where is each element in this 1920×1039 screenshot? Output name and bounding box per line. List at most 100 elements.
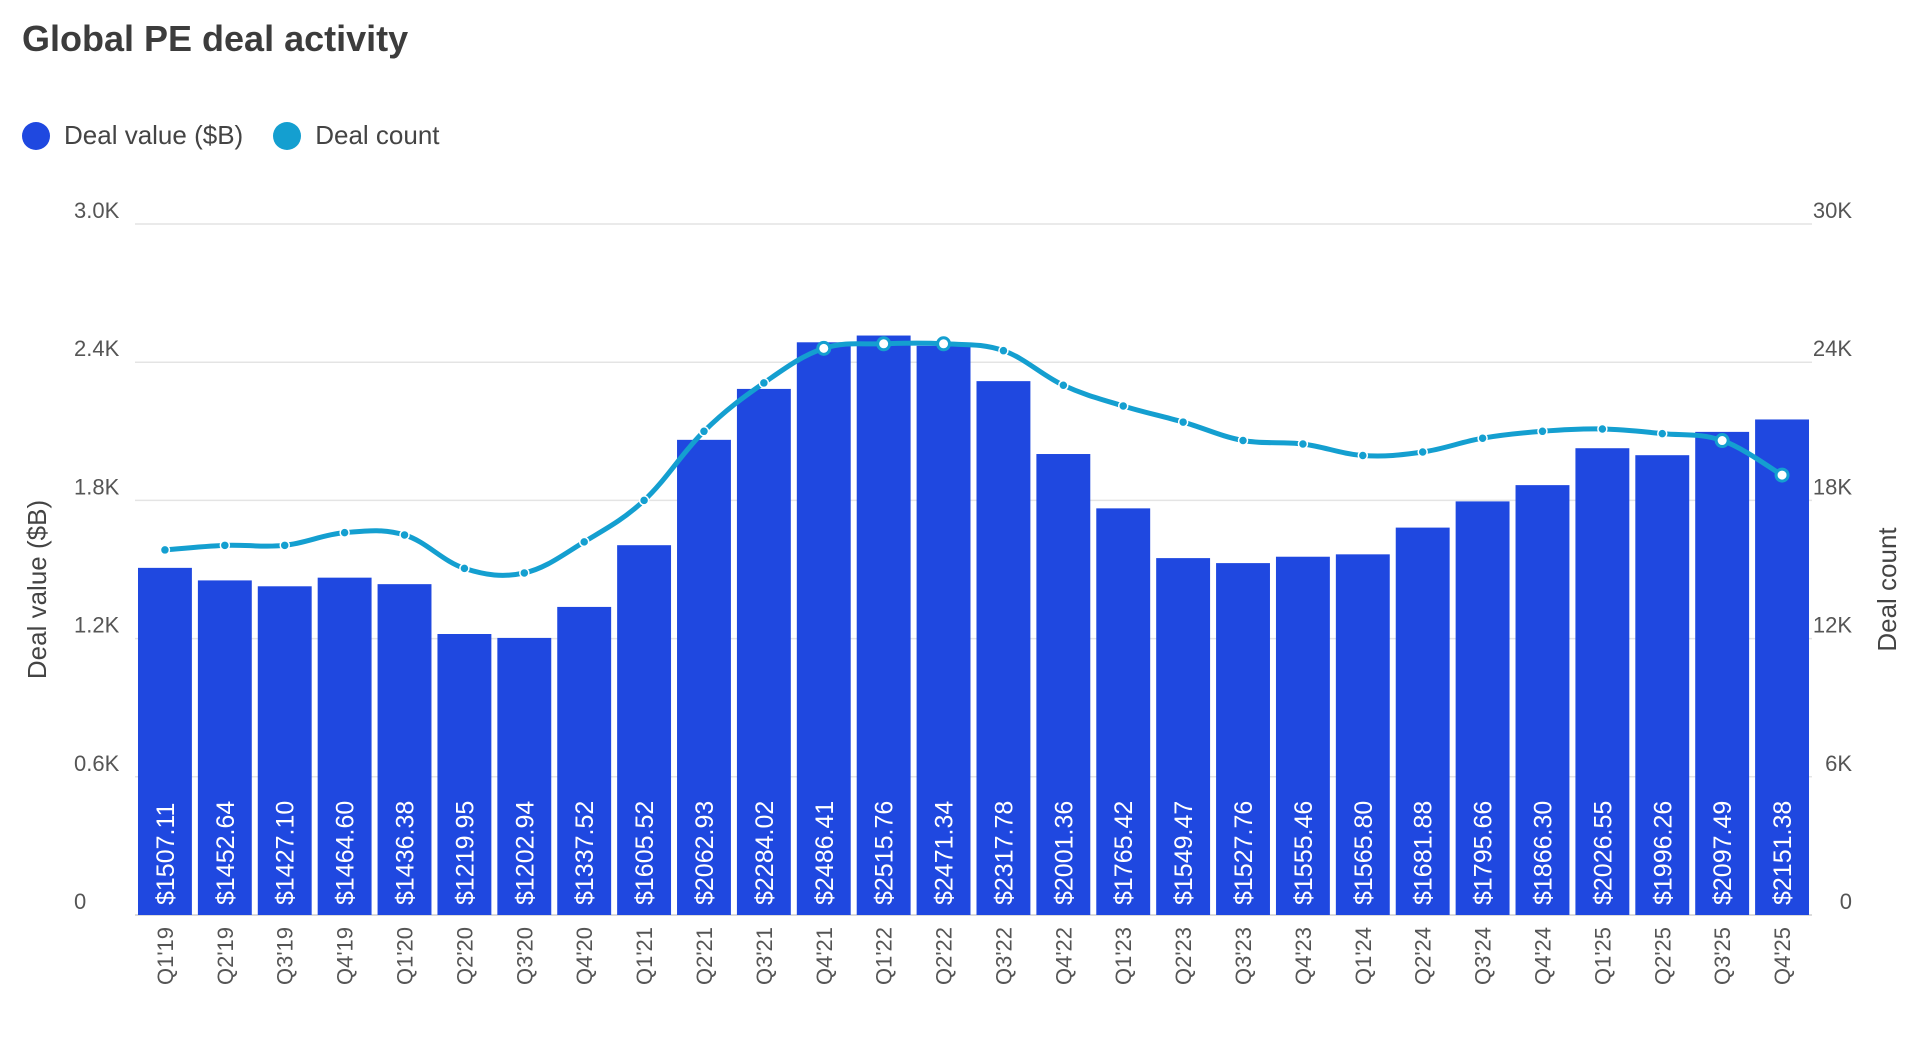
bar-value-label: $1219.95 [451, 801, 479, 905]
x-tick-label: Q3'20 [512, 927, 537, 985]
bar-Q2'21 [677, 439, 731, 915]
bar-Q4'22 [1036, 454, 1091, 915]
bar-value-label: $1795.66 [1470, 801, 1498, 905]
y-tick-label: 1.2K [74, 613, 120, 638]
bar-Q2'24 [1395, 527, 1450, 915]
x-tick-label: Q2'25 [1650, 927, 1675, 985]
bar-value-label: $1427.10 [272, 801, 300, 905]
legend-marker-deal-value [22, 121, 50, 150]
deal-count-point-Q1'23 [1117, 400, 1129, 412]
bar-value-label: $1507.11 [152, 803, 180, 905]
legend-item-deal-count[interactable]: Deal count [273, 120, 440, 151]
x-tick-label: Q1'19 [153, 927, 178, 985]
bar-Q1'20 [377, 584, 432, 915]
bar-Q3'25 [1695, 431, 1750, 915]
bar-Q1'25 [1575, 448, 1630, 915]
y-tick-label: 0.6K [74, 751, 120, 776]
deal-count-point-Q4'19 [339, 527, 350, 538]
bar-value-label: $2062.93 [691, 801, 719, 905]
bar-value-label: $2486.41 [811, 801, 839, 905]
bar-Q3'21 [736, 388, 791, 915]
bar-Q4'19 [317, 577, 372, 915]
bar-Q2'23 [1156, 558, 1211, 915]
deal-count-point-Q1'20 [399, 529, 410, 541]
deal-count-point-Q1'24 [1357, 450, 1369, 461]
chart-title: Global PE deal activity [22, 18, 409, 59]
bar-Q2'22 [916, 345, 971, 915]
deal-count-point-Q3'24 [1477, 432, 1488, 444]
x-tick-label: Q1'20 [393, 927, 418, 985]
bar-value-label: $1605.52 [631, 801, 659, 905]
bar-Q1'24 [1335, 554, 1390, 915]
bar-value-label: $2471.34 [931, 801, 959, 905]
legend-marker-deal-count [273, 121, 302, 150]
bar-value-label: $2317.78 [990, 801, 1018, 905]
bar-value-label: $2097.49 [1709, 801, 1737, 905]
y2-tick-label: 18K [1813, 474, 1852, 499]
deal-count-point-Q1'21 [638, 495, 650, 506]
bar-Q3'23 [1216, 563, 1270, 915]
y2-tick-label: 12K [1813, 613, 1852, 638]
deal-count-point-Q4'25 [1774, 467, 1790, 483]
deal-count-point-Q1'22 [876, 336, 892, 352]
bar-Q2'25 [1635, 455, 1690, 915]
bar-value-label: $2284.02 [751, 801, 779, 905]
x-tick-label: Q4'22 [1051, 927, 1076, 985]
x-tick-label: Q4'21 [812, 927, 837, 985]
bar-Q3'22 [976, 381, 1031, 915]
x-tick-label: Q2'20 [452, 927, 477, 985]
x-tick-label: Q2'22 [932, 927, 957, 985]
x-tick-label: Q2'19 [213, 927, 238, 985]
x-tick-label: Q1'23 [1111, 927, 1136, 985]
deal-count-point-Q3'20 [519, 567, 530, 579]
legend-label-deal-value: Deal value ($B) [64, 120, 244, 150]
bar-Q4'24 [1515, 485, 1570, 915]
deal-count-point-Q2'23 [1177, 416, 1189, 428]
deal-count-point-Q2'25 [1657, 428, 1668, 439]
bar-Q2'20 [437, 634, 492, 915]
x-tick-label: Q1'22 [872, 927, 897, 985]
deal-count-point-Q3'21 [758, 377, 770, 389]
bar-value-label: $1681.88 [1410, 801, 1438, 905]
bar-value-label: $1464.60 [332, 801, 360, 905]
bar-Q4'23 [1275, 556, 1330, 915]
bar-value-label: $1996.26 [1649, 801, 1677, 905]
deal-count-point-Q4'22 [1058, 379, 1069, 391]
bar-Q1'23 [1096, 508, 1151, 915]
bar-value-label: $1866.30 [1529, 801, 1557, 905]
x-tick-label: Q4'23 [1291, 927, 1316, 985]
bar-value-label: $2151.38 [1769, 801, 1797, 905]
deal-count-point-Q2'20 [459, 563, 470, 574]
deal-count-point-Q4'23 [1297, 438, 1309, 450]
x-tick-label: Q3'23 [1231, 927, 1256, 985]
y-tick-label: 0 [74, 889, 86, 914]
deal-count-point-Q4'24 [1537, 426, 1548, 437]
x-tick-label: Q1'21 [632, 927, 657, 985]
bar-Q4'25 [1755, 419, 1810, 915]
deal-count-point-Q4'20 [578, 536, 590, 548]
deal-count-point-Q2'24 [1417, 446, 1428, 458]
legend-item-deal-value[interactable]: Deal value ($B) [22, 120, 243, 151]
deal-count-point-Q3'22 [998, 345, 1009, 356]
bar-value-label: $1452.64 [212, 801, 240, 905]
bar-Q4'21 [796, 342, 851, 916]
bar-value-label: $2001.36 [1050, 801, 1078, 905]
y-axis-title: Deal value ($B) [22, 500, 52, 679]
x-tick-label: Q3'24 [1471, 927, 1496, 985]
bar-Q1'19 [137, 567, 192, 915]
y2-axis-title: Deal count [1872, 527, 1902, 652]
deal-count-line [162, 340, 1785, 578]
bar-value-label: $1555.46 [1290, 801, 1318, 905]
x-tick-label: Q3'21 [752, 927, 777, 985]
bar-Q1'22 [856, 335, 911, 915]
bar-Q3'19 [257, 586, 312, 915]
y2-tick-label: 30K [1813, 198, 1852, 223]
x-tick-label: Q3'25 [1710, 927, 1735, 985]
x-tick-label: Q3'19 [273, 927, 298, 985]
bar-Q4'20 [557, 606, 612, 915]
bar-value-label: $1202.94 [511, 801, 539, 905]
deal-count-point-Q3'23 [1237, 435, 1249, 446]
bar-value-label: $1765.42 [1110, 801, 1138, 905]
bar-value-label: $1527.76 [1230, 801, 1258, 905]
